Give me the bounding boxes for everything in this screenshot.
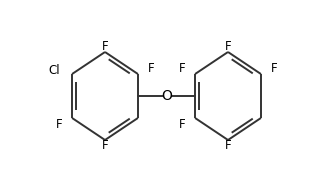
Text: F: F: [271, 62, 277, 74]
Text: F: F: [148, 62, 154, 74]
Text: Cl: Cl: [49, 63, 60, 76]
Text: F: F: [56, 118, 62, 130]
Text: F: F: [179, 62, 185, 74]
Text: F: F: [102, 40, 108, 53]
Text: F: F: [102, 139, 108, 152]
Text: F: F: [179, 118, 185, 130]
Text: F: F: [225, 139, 231, 152]
Text: F: F: [225, 40, 231, 53]
Text: O: O: [161, 89, 172, 103]
